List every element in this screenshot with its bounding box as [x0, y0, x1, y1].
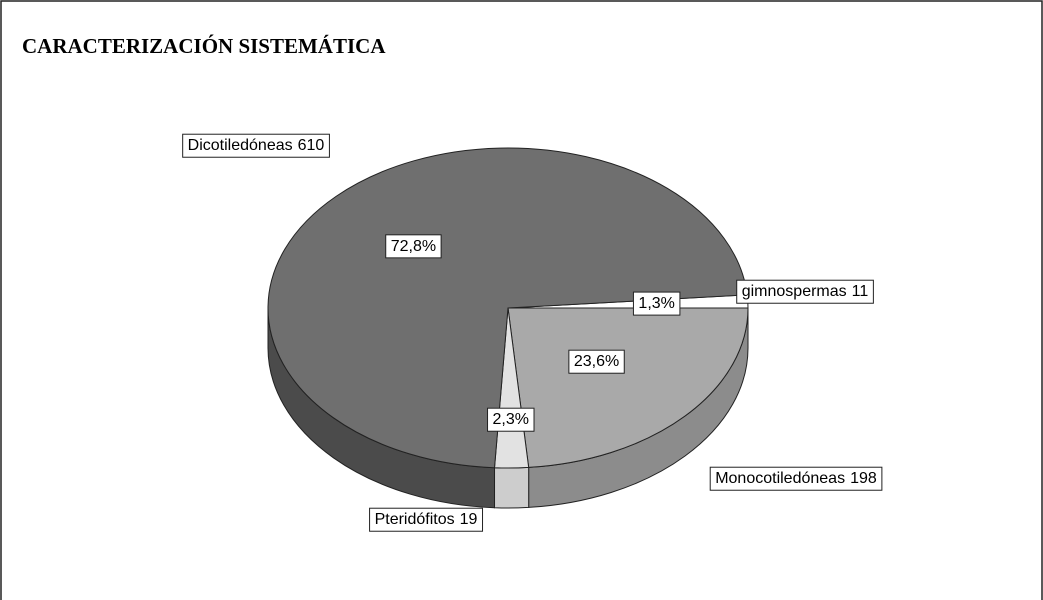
category-name: Dicotiledóneas: [188, 137, 293, 154]
label-box: [385, 234, 442, 259]
category-label: gimnospermas 11: [742, 283, 869, 300]
category-value: 11: [852, 283, 869, 300]
category-label: Monocotiledóneas 198: [715, 470, 877, 487]
slice-side: [494, 466, 530, 509]
category-name: Pteridófitos: [375, 511, 455, 528]
category-label: Pteridófitos 19: [375, 511, 478, 528]
percent-label: 23,6%: [574, 353, 619, 370]
label-box: [632, 291, 681, 316]
label-box: [568, 349, 625, 374]
label-box: [487, 407, 535, 432]
label-box: [182, 133, 330, 158]
category-name: Monocotiledóneas: [715, 470, 845, 487]
slice-top: [507, 307, 749, 468]
slice-top: [267, 147, 748, 469]
category-value: 610: [298, 137, 325, 154]
category-label: Dicotiledóneas 610: [188, 137, 325, 154]
percent-label: 72,8%: [391, 238, 436, 255]
slice: [267, 147, 748, 509]
category-value: 19: [460, 511, 478, 528]
category-value: 198: [850, 470, 877, 487]
chart-title: CARACTERIZACIÓN SISTEMÁTICA: [22, 34, 386, 58]
percent-label: 1,3%: [638, 295, 674, 312]
label-box: [709, 466, 883, 491]
percent-label: 2,3%: [493, 411, 529, 428]
label-box: [369, 507, 484, 532]
category-name: gimnospermas: [742, 283, 847, 300]
label-box: [736, 279, 874, 304]
slice: [507, 307, 749, 508]
